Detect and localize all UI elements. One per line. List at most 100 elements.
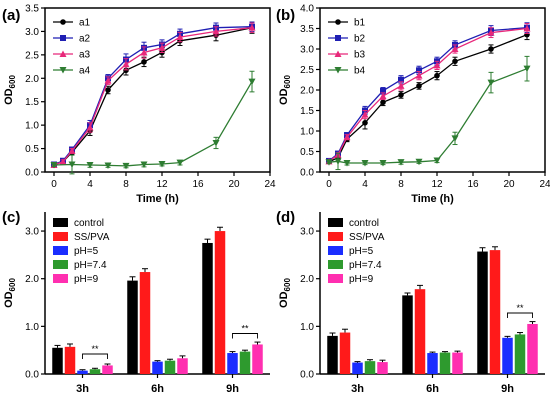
y-tick-label: 3.0: [25, 227, 39, 238]
y-tick-label: 3.0: [25, 27, 39, 38]
x-tick-label: 8: [398, 179, 404, 190]
data-point-b3: [343, 133, 351, 141]
data-point-a4: [212, 139, 220, 147]
y-tick-label: 0.5: [25, 144, 39, 155]
data-point-b4: [523, 65, 531, 73]
legend-label: b3: [354, 50, 366, 61]
data-point-b4: [415, 158, 423, 166]
x-tick-label: 4: [362, 179, 368, 190]
legend-label: a2: [79, 34, 91, 45]
data-point-a3: [212, 27, 220, 35]
series-b3: [325, 23, 531, 165]
data-point-a4: [140, 161, 148, 169]
y-tick-label: 2.0: [300, 86, 314, 97]
series-pH=7.4: [364, 332, 526, 374]
series-line-b3: [328, 27, 528, 162]
y-tick-label: 0.0: [25, 370, 39, 381]
data-point-b4: [487, 79, 495, 87]
legend-label: b1: [354, 18, 366, 29]
legend-swatch: [53, 218, 68, 227]
legend-marker: [59, 67, 67, 74]
y-tick-label: 1.0: [25, 322, 39, 333]
legend-label: pH=9: [349, 274, 374, 285]
significance-bracket: [82, 353, 108, 359]
panel-b: 0 4 8 12 16 20 24 0.0 0.5 1.0 1.5 2.0 2.5 3.0 3.5 4.0 Ti…: [276, 4, 550, 206]
y-tick-label: 0.5: [300, 147, 314, 158]
x-tick-label: 20: [503, 179, 515, 190]
data-point-b1: [452, 58, 458, 65]
legend-swatch: [328, 260, 343, 269]
bar-pH=9-3h: [377, 362, 388, 374]
data-point-a1: [105, 87, 111, 93]
significance-bracket: [232, 333, 258, 339]
y-tick-label: 2.5: [300, 65, 314, 76]
legend-label: b4: [354, 66, 366, 77]
y-tick-label: 1.5: [25, 97, 39, 108]
data-point-b3: [415, 72, 423, 79]
data-point-a4: [50, 161, 58, 169]
legend-swatch: [328, 246, 343, 255]
legend-marker: [335, 35, 341, 41]
legend-label: pH=5: [74, 246, 99, 257]
significance-label: **: [241, 324, 249, 334]
legend-marker: [59, 50, 67, 57]
bar-pH=5-9h: [502, 337, 513, 374]
y-axis-label-subscript: 600: [283, 278, 292, 292]
bar-control-3h: [52, 347, 63, 374]
x-tick-label: 0: [51, 179, 57, 190]
x-tick-label: 6h: [426, 383, 439, 395]
legend-swatch: [53, 232, 68, 241]
x-tick-label: 8: [123, 179, 129, 190]
y-axis-label-subscript: 600: [8, 278, 17, 292]
data-point-b3: [397, 82, 405, 89]
data-point-a4: [86, 161, 94, 169]
bar-pH=7.4-9h: [239, 351, 251, 374]
bar-control-9h: [202, 242, 213, 374]
significance-label: **: [516, 303, 524, 313]
y-axis-label: OD600: [3, 75, 17, 105]
series-line-a1: [53, 27, 253, 166]
data-point-b4: [433, 157, 441, 165]
legend-label: a1: [79, 18, 91, 29]
bar-pH=7.4-6h: [439, 352, 451, 374]
y-tick-label: 3.5: [25, 4, 39, 15]
legend-label: pH=9: [74, 274, 99, 285]
bar-SS/PVA-3h: [64, 346, 76, 374]
data-point-b3: [361, 111, 369, 118]
data-point-b1: [434, 72, 440, 79]
y-tick-label: 3.0: [300, 45, 314, 56]
x-tick-label: 9h: [501, 383, 514, 395]
y-tick-label: 1.0: [300, 127, 314, 138]
legend-marker: [60, 35, 66, 41]
series-control: [327, 247, 488, 374]
x-tick-label: 24: [539, 179, 550, 190]
y-axis-label-subscript: 600: [8, 75, 17, 89]
bar-control-6h: [127, 280, 138, 374]
series-line-a2: [53, 26, 253, 166]
series-a3: [50, 22, 256, 168]
panel-label: (d): [276, 209, 295, 226]
data-point-b2: [416, 67, 422, 74]
series-pH=5: [77, 351, 238, 374]
data-point-a1: [141, 59, 147, 65]
legend-swatch: [53, 246, 68, 255]
data-point-b4: [397, 159, 405, 166]
y-axis-label: OD600: [278, 278, 292, 308]
data-point-a3: [140, 49, 148, 56]
series-line-b2: [328, 27, 528, 162]
data-point-b1: [488, 46, 494, 52]
significance-bracket: [507, 312, 533, 319]
series-a4: [50, 70, 256, 175]
y-tick-label: 0.0: [300, 370, 314, 381]
data-point-b2: [398, 76, 404, 83]
data-point-a3: [59, 158, 67, 165]
y-tick-label: 0.0: [300, 168, 314, 179]
legend-marker: [60, 19, 66, 25]
bar-SS/PVA-3h: [339, 332, 351, 374]
series-pH=7.4: [89, 349, 251, 374]
bar-SS/PVA-6h: [414, 289, 426, 374]
series-pH=5: [352, 335, 513, 374]
bar-pH=7.4-3h: [89, 369, 101, 374]
data-point-a3: [104, 77, 112, 84]
data-point-a3: [248, 24, 256, 31]
